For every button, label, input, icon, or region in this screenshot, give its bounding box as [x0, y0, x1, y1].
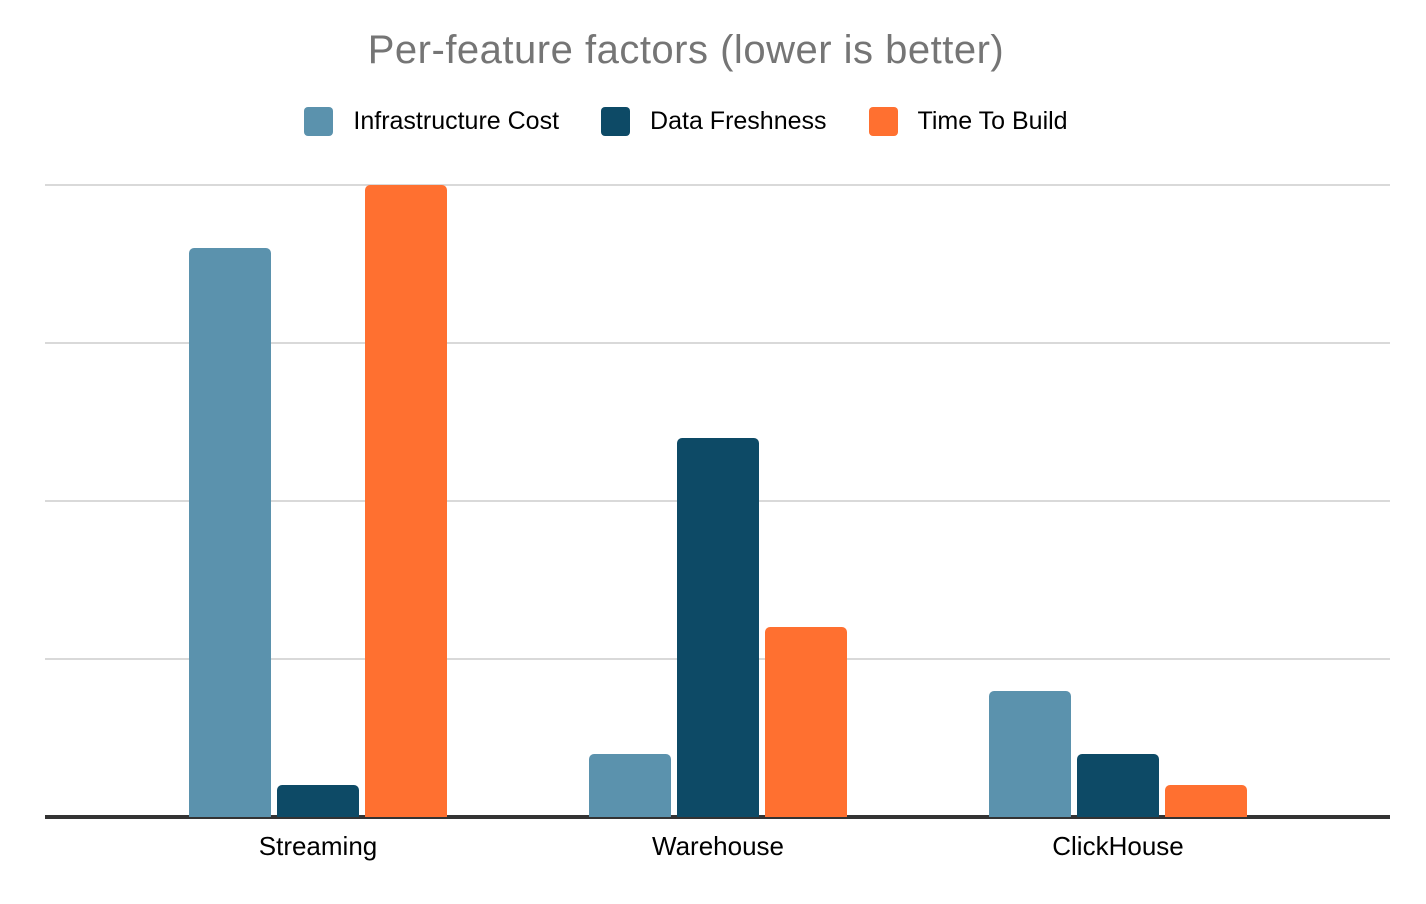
bar-streaming-infrastructure-cost [189, 248, 271, 817]
x-axis-label-warehouse: Warehouse [652, 831, 784, 861]
plot-area [45, 184, 1390, 819]
bar-warehouse-data-freshness [677, 438, 759, 817]
x-axis-label-streaming: Streaming [258, 831, 378, 861]
bar-group-streaming [189, 185, 447, 817]
chart-title: Per-feature factors (lower is better) [367, 28, 1005, 72]
bar-clickhouse-time-to-build [1165, 785, 1247, 817]
legend-label: Time To Build [917, 107, 1068, 135]
x-axis-label-clickhouse: ClickHouse [1052, 831, 1184, 861]
chart-legend: Infrastructure Cost Data Freshness Time To… [0, 107, 1372, 136]
legend-item-2: Time To Build [868, 107, 1068, 136]
gridline-y-7.5 [45, 342, 1390, 344]
legend-swatch-icon [304, 107, 334, 136]
legend-swatch-icon [601, 107, 631, 136]
legend-label: Data Freshness [650, 107, 827, 135]
bar-warehouse-infrastructure-cost [589, 754, 671, 817]
bar-streaming-data-freshness [277, 785, 359, 817]
legend-label: Infrastructure Cost [353, 107, 560, 135]
x-axis-line [45, 815, 1390, 819]
legend-item-1: Data Freshness [601, 107, 827, 136]
bar-group-clickhouse [989, 691, 1247, 817]
bar-warehouse-time-to-build [765, 627, 847, 817]
legend-item-0: Infrastructure Cost [304, 107, 559, 136]
bar-group-warehouse [589, 438, 847, 817]
bar-clickhouse-infrastructure-cost [989, 691, 1071, 817]
bar-streaming-time-to-build [365, 185, 447, 817]
legend-swatch-icon [868, 107, 898, 136]
gridline-y-10 [45, 184, 1390, 186]
bar-clickhouse-data-freshness [1077, 754, 1159, 817]
